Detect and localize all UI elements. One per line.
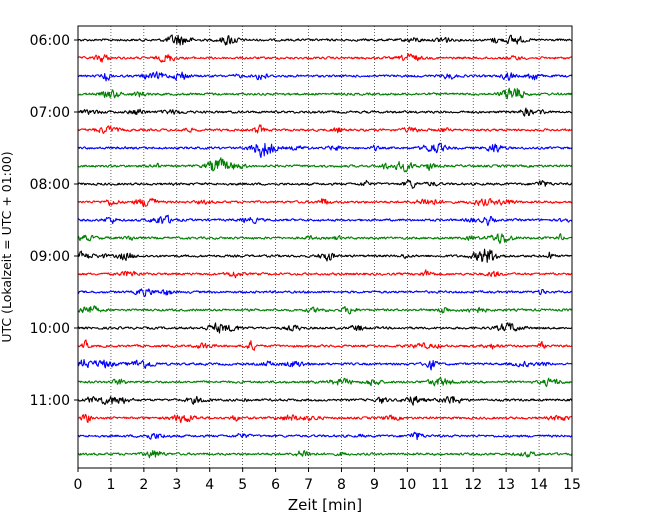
y-tick-label: 07:00	[30, 105, 70, 121]
seismic-trace	[77, 233, 573, 244]
seismic-trace	[77, 214, 573, 227]
seismic-trace	[77, 248, 573, 263]
x-tick-label: 12	[464, 477, 482, 493]
x-tick-label: 7	[304, 477, 313, 493]
trace-group	[77, 34, 573, 459]
seismic-trace	[77, 197, 573, 208]
x-tick-label: 15	[563, 477, 581, 493]
x-tick-label: 14	[530, 477, 548, 493]
seismic-trace	[77, 87, 573, 100]
y-tick-label: 06:00	[30, 33, 70, 49]
x-tick-label: 2	[139, 477, 148, 493]
seismic-trace	[77, 124, 573, 134]
seismic-trace	[77, 305, 573, 315]
x-tick-label: 6	[271, 477, 280, 493]
y-axis-label: UTC (Lokalzeit = UTC + 01:00)	[0, 151, 14, 342]
x-tick-label: 8	[337, 477, 346, 493]
x-tick-label: 11	[431, 477, 449, 493]
seismic-trace	[77, 376, 573, 388]
seismic-trace	[77, 395, 573, 406]
x-tick-label: 9	[370, 477, 379, 493]
x-axis-label: Zeit [min]	[288, 496, 362, 514]
y-tick-label: 10:00	[30, 321, 70, 337]
seismic-trace	[77, 358, 573, 371]
y-tick-label: 11:00	[30, 393, 70, 409]
seismic-trace	[77, 339, 573, 351]
x-tick-label: 10	[398, 477, 416, 493]
seismic-trace	[77, 107, 573, 117]
seismic-trace	[77, 34, 573, 46]
y-tick-label: 09:00	[30, 249, 70, 265]
x-tick-label: 3	[172, 477, 181, 493]
seismic-trace	[77, 449, 573, 459]
x-tick-label: 5	[238, 477, 247, 493]
seismic-trace	[77, 413, 573, 424]
x-tick-label: 13	[497, 477, 515, 493]
seismic-trace	[77, 269, 573, 279]
y-tick-label: 08:00	[30, 177, 70, 193]
plot-frame	[77, 25, 573, 469]
seismic-trace	[77, 71, 573, 82]
seismic-trace	[77, 431, 573, 441]
x-tick-label: 4	[205, 477, 214, 493]
x-tick-label: 1	[106, 477, 115, 493]
y-axis: 06:00 07:00 08:00 09:00 10:00 11:00	[30, 33, 78, 409]
seismic-trace	[77, 322, 573, 334]
x-axis: 0 1 2 3 4 5 6 7 8 9 10 11 12 13 14 15	[74, 468, 581, 493]
seismic-trace	[77, 179, 573, 189]
seismic-trace	[77, 53, 573, 63]
x-tick-label: 0	[74, 477, 83, 493]
seismic-trace	[77, 142, 573, 159]
seismic-trace	[77, 157, 573, 173]
seismic-trace	[77, 288, 573, 298]
